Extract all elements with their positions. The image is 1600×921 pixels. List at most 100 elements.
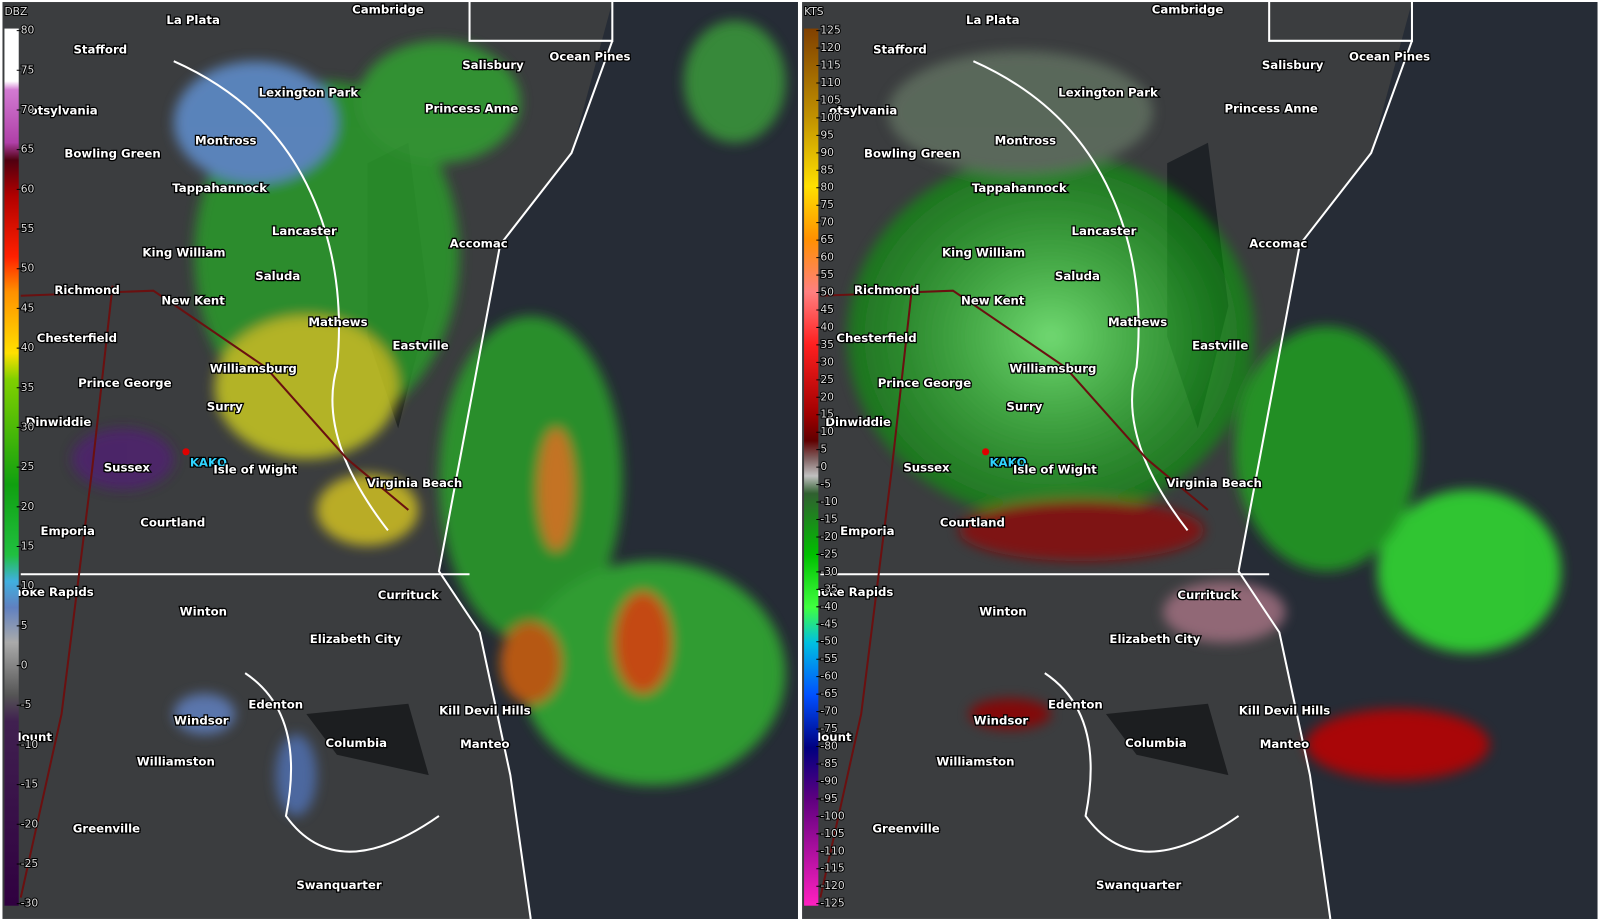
scale-label: -50 bbox=[820, 635, 838, 648]
place-label: Kill Devil Hills bbox=[1239, 703, 1330, 717]
place-label: Salisbury bbox=[462, 58, 524, 72]
scale-label: 30 bbox=[21, 420, 35, 433]
place-label: Richmond bbox=[854, 283, 919, 297]
echo bbox=[173, 61, 337, 184]
place-label: Elizabeth City bbox=[1109, 632, 1200, 646]
place-label: Salisbury bbox=[1262, 58, 1324, 72]
scale-label: 10 bbox=[820, 425, 834, 438]
place-label: Williamston bbox=[137, 754, 215, 768]
scale-label: 90 bbox=[820, 146, 834, 159]
scale-label: 50 bbox=[820, 286, 834, 299]
scale-label: 65 bbox=[21, 143, 35, 156]
scale-label: 50 bbox=[21, 262, 35, 275]
scale-label: 30 bbox=[820, 355, 834, 368]
scale-label: 105 bbox=[820, 93, 840, 106]
place-label: Swanquarter bbox=[296, 878, 381, 892]
place-label: Columbia bbox=[1125, 736, 1187, 750]
place-label: Prince George bbox=[878, 376, 971, 390]
place-label: Mount bbox=[810, 730, 852, 744]
scale-label: 5 bbox=[820, 443, 827, 456]
place-label: Courtland bbox=[940, 516, 1005, 530]
echo bbox=[537, 428, 575, 551]
radar-site-dot bbox=[982, 448, 990, 456]
place-label: Mount bbox=[10, 730, 52, 744]
scale-label: -40 bbox=[820, 600, 838, 613]
place-label: Edenton bbox=[1048, 697, 1103, 711]
scale-label: 45 bbox=[21, 301, 35, 314]
place-label: Windsor bbox=[174, 714, 229, 728]
place-label: Surry bbox=[1006, 399, 1042, 413]
scale-label: 35 bbox=[820, 338, 834, 351]
place-label: Sussex bbox=[104, 461, 151, 475]
place-label: noke Rapids bbox=[13, 585, 94, 599]
scale-label: -125 bbox=[820, 897, 844, 910]
scale-unit: DBZ bbox=[4, 5, 27, 18]
place-label: Williamston bbox=[936, 754, 1014, 768]
place-label: Prince George bbox=[78, 376, 171, 390]
scale-label: -85 bbox=[820, 757, 837, 770]
scale-label: -60 bbox=[820, 670, 838, 683]
place-label: Emporia bbox=[840, 524, 894, 538]
scale-label: 10 bbox=[21, 579, 35, 592]
place-label: Virginia Beach bbox=[1166, 476, 1262, 490]
scale-label: -10 bbox=[21, 738, 39, 751]
sound bbox=[306, 703, 429, 776]
scale-label: 40 bbox=[21, 341, 35, 354]
echoes bbox=[846, 50, 1561, 781]
radar-site-dot bbox=[182, 448, 190, 456]
scale-label: -115 bbox=[820, 862, 844, 875]
scale-label: 115 bbox=[820, 59, 840, 72]
place-label: Ocean Pines bbox=[549, 50, 630, 64]
place-label: noke Rapids bbox=[813, 585, 894, 599]
place-label: Montross bbox=[195, 133, 256, 147]
scale-label: 110 bbox=[820, 76, 841, 89]
scale-label: -35 bbox=[820, 582, 837, 595]
place-label: Isle of Wight bbox=[1013, 463, 1097, 477]
coastline bbox=[972, 40, 1413, 919]
scale-label: 20 bbox=[21, 500, 35, 513]
echo bbox=[887, 50, 1153, 174]
place-label: Tappahannock bbox=[172, 181, 268, 195]
scale-label: -10 bbox=[820, 495, 838, 508]
scale-label: -15 bbox=[21, 778, 38, 791]
scale-label: -5 bbox=[21, 698, 32, 711]
scale-label: 80 bbox=[21, 24, 35, 37]
place-label: King William bbox=[142, 245, 225, 259]
state-border bbox=[820, 2, 1413, 576]
scale-label: -30 bbox=[21, 897, 39, 910]
velocity-panel: KAKQ La Plata Cambridge Stafford Salisbury Oc… bbox=[802, 2, 1598, 919]
scale-label: -20 bbox=[820, 530, 838, 543]
scale-label: -95 bbox=[820, 792, 837, 805]
state-border bbox=[20, 2, 614, 576]
scale-label: -120 bbox=[820, 879, 844, 892]
place-label: Eastville bbox=[393, 338, 449, 352]
place-label: Columbia bbox=[326, 736, 388, 750]
place-label: Winton bbox=[180, 604, 227, 618]
scale-label: -105 bbox=[820, 827, 844, 840]
scale-label: -75 bbox=[820, 722, 837, 735]
echo bbox=[500, 622, 562, 704]
place-label: Lancaster bbox=[272, 224, 337, 238]
echo bbox=[846, 152, 1255, 521]
color-scale bbox=[804, 28, 819, 906]
place-label: Accomac bbox=[450, 236, 508, 250]
place-label: Princess Anne bbox=[425, 102, 518, 116]
place-label: La Plata bbox=[166, 13, 219, 27]
place-label: Stafford bbox=[73, 42, 127, 56]
place-label: Courtland bbox=[140, 516, 205, 530]
place-label: La Plata bbox=[966, 13, 1019, 27]
scale-label: 0 bbox=[21, 659, 28, 672]
scale-label: 60 bbox=[21, 182, 35, 195]
scale-label: -15 bbox=[820, 513, 837, 526]
place-label: Dinwiddie bbox=[26, 415, 92, 429]
scale-label: 120 bbox=[820, 41, 841, 54]
place-label: Greenville bbox=[872, 822, 939, 836]
echo bbox=[275, 734, 317, 816]
reflectivity-panel: KAKQ La Plata Cambridge Stafford Salisbury Oc… bbox=[2, 2, 798, 919]
place-label: otsylvania bbox=[829, 104, 897, 118]
echo bbox=[214, 316, 399, 459]
place-label: Manteo bbox=[1260, 737, 1310, 751]
place-label: Sussex bbox=[903, 461, 950, 475]
scale-label: 70 bbox=[21, 103, 35, 116]
place-label: otsylvania bbox=[30, 104, 98, 118]
